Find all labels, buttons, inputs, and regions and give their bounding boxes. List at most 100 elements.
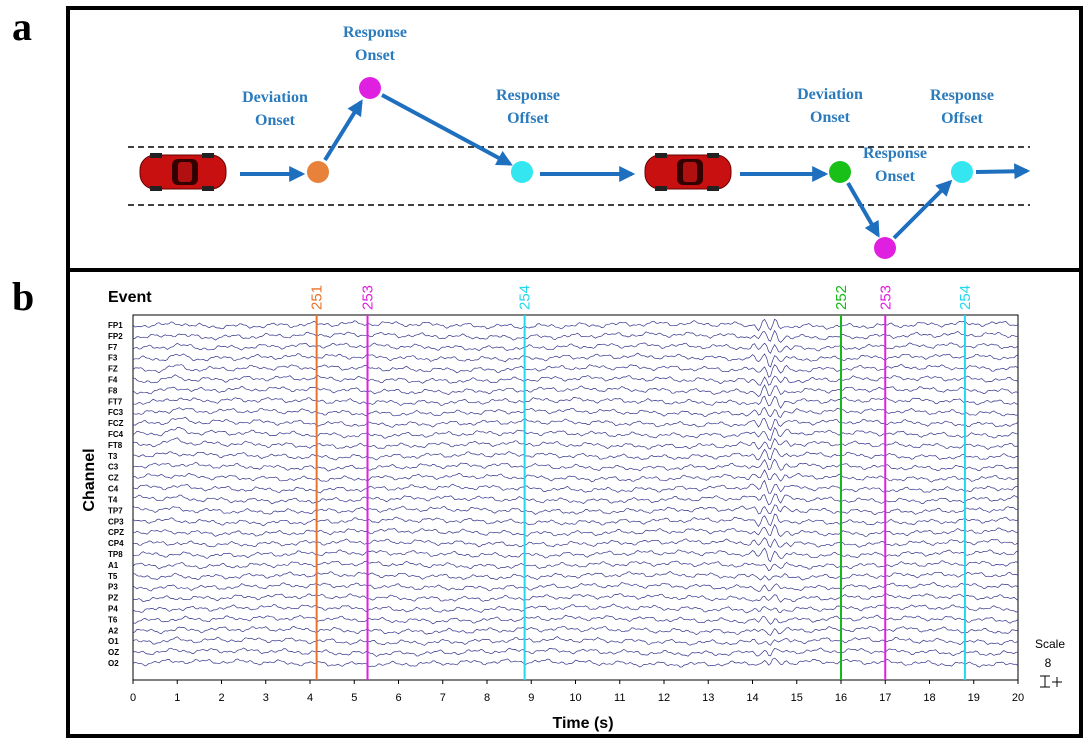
panel-b-frame bbox=[66, 268, 1083, 738]
eeg-trace bbox=[132, 636, 1019, 646]
event-code: 253 bbox=[360, 285, 377, 310]
eeg-trace bbox=[132, 647, 1019, 657]
channel-label: FP2 bbox=[108, 332, 123, 341]
eeg-trace bbox=[132, 581, 1019, 592]
event-code: 251 bbox=[309, 285, 326, 310]
channel-label: C4 bbox=[108, 485, 119, 494]
eeg-trace bbox=[132, 395, 1019, 409]
scale-value: 8 bbox=[1045, 656, 1052, 670]
step-label: Response Offset bbox=[496, 87, 560, 127]
channel-label: FCZ bbox=[108, 419, 124, 428]
x-tick-label: 18 bbox=[923, 692, 935, 704]
eeg-trace bbox=[132, 416, 1019, 432]
y-axis-label: Channel bbox=[81, 448, 98, 511]
x-tick-label: 11 bbox=[614, 692, 625, 704]
x-tick-label: 15 bbox=[791, 692, 803, 704]
x-tick-label: 7 bbox=[440, 692, 446, 704]
x-tick-label: 17 bbox=[879, 692, 891, 704]
channel-label: F3 bbox=[108, 354, 118, 363]
channel-label: T3 bbox=[108, 452, 118, 461]
event-dot bbox=[951, 161, 973, 183]
eeg-trace bbox=[132, 458, 1019, 472]
eeg-trace bbox=[132, 560, 1019, 572]
scale-label: Scale bbox=[1035, 637, 1065, 651]
channel-label: A2 bbox=[108, 626, 119, 635]
event-dot bbox=[307, 161, 329, 183]
channel-label: O2 bbox=[108, 659, 119, 668]
car bbox=[644, 152, 732, 192]
channel-label: OZ bbox=[108, 648, 119, 657]
step-label: Response Onset bbox=[863, 145, 927, 185]
event-code: 252 bbox=[833, 285, 850, 310]
x-tick-label: 3 bbox=[263, 692, 269, 704]
x-tick-label: 12 bbox=[658, 692, 670, 704]
eeg-trace bbox=[132, 437, 1019, 450]
channel-label: T4 bbox=[108, 495, 118, 504]
eeg-trace bbox=[133, 447, 1019, 461]
eeg-trace bbox=[132, 469, 1019, 483]
channel-label: TP8 bbox=[108, 550, 123, 559]
eeg-trace bbox=[132, 406, 1019, 418]
x-tick-label: 2 bbox=[218, 692, 224, 704]
eeg-trace bbox=[132, 426, 1019, 441]
eeg-trace bbox=[132, 318, 1019, 332]
eeg-trace bbox=[132, 352, 1019, 368]
step-label: Deviation Onset bbox=[242, 89, 308, 129]
eeg-trace bbox=[132, 523, 1019, 537]
car bbox=[139, 152, 227, 192]
event-code: 254 bbox=[957, 285, 974, 310]
channel-label: CP4 bbox=[108, 539, 124, 548]
channel-label: FC4 bbox=[108, 430, 124, 439]
channel-label: P3 bbox=[108, 583, 118, 592]
event-dot bbox=[829, 161, 851, 183]
step-label: Response Onset bbox=[343, 24, 407, 64]
channel-label: FP1 bbox=[108, 321, 123, 330]
channel-label: PZ bbox=[108, 594, 118, 603]
eeg-trace bbox=[132, 493, 1019, 506]
road bbox=[128, 146, 1030, 206]
x-tick-label: 9 bbox=[528, 692, 534, 704]
x-tick-label: 13 bbox=[702, 692, 714, 704]
channel-label: A1 bbox=[108, 561, 119, 570]
eeg-trace bbox=[132, 329, 1019, 343]
channel-label: FT8 bbox=[108, 441, 123, 450]
channel-label: TP7 bbox=[108, 506, 123, 515]
eeg-trace bbox=[132, 614, 1019, 625]
channel-label: CZ bbox=[108, 474, 119, 483]
eeg-trace bbox=[132, 342, 1019, 354]
eeg-trace bbox=[132, 513, 1019, 528]
channel-label: F8 bbox=[108, 386, 118, 395]
x-tick-label: 19 bbox=[968, 692, 980, 704]
eeg-trace bbox=[132, 504, 1019, 516]
x-tick-label: 5 bbox=[351, 692, 357, 704]
panel-a-frame bbox=[66, 6, 1083, 272]
channel-label: FT7 bbox=[108, 397, 123, 406]
channel-label: CPZ bbox=[108, 528, 124, 537]
channel-label: C3 bbox=[108, 463, 119, 472]
eeg-trace bbox=[132, 593, 1019, 603]
x-tick-label: 0 bbox=[130, 692, 136, 704]
event-code: 254 bbox=[517, 285, 534, 310]
eeg-trace bbox=[132, 603, 1019, 614]
channel-label: O1 bbox=[108, 637, 119, 646]
channel-label: FC3 bbox=[108, 408, 124, 417]
event-dot bbox=[511, 161, 533, 183]
x-tick-label: 8 bbox=[484, 692, 490, 704]
event-dot bbox=[359, 77, 381, 99]
eeg-trace bbox=[132, 625, 1019, 636]
x-axis-label: Time (s) bbox=[552, 715, 613, 732]
panel-label: a bbox=[12, 4, 32, 49]
x-tick-label: 16 bbox=[835, 692, 847, 704]
event-code: 253 bbox=[877, 285, 894, 310]
x-tick-label: 6 bbox=[395, 692, 401, 704]
channel-label: F7 bbox=[108, 343, 118, 352]
scale-bar bbox=[1040, 675, 1062, 688]
step-label: Deviation Onset bbox=[797, 86, 863, 126]
eeg-trace bbox=[132, 547, 1019, 563]
channel-label: T6 bbox=[108, 615, 118, 624]
step-label: Response Offset bbox=[930, 87, 994, 127]
channel-label: P4 bbox=[108, 604, 118, 613]
